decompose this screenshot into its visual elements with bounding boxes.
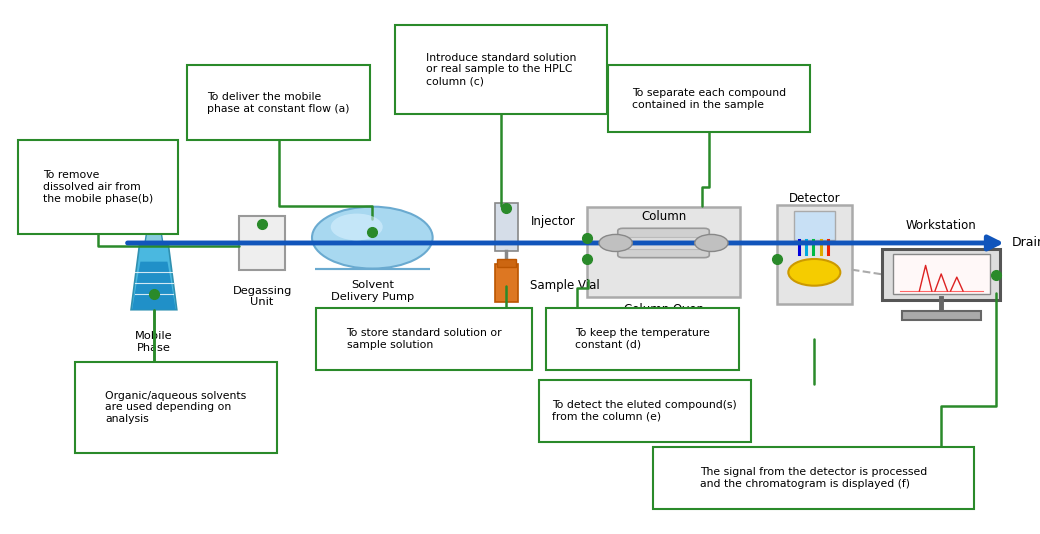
Polygon shape bbox=[145, 232, 163, 246]
Text: Detector: Detector bbox=[788, 192, 840, 205]
Text: Solvent
Delivery Pump: Solvent Delivery Pump bbox=[331, 280, 414, 302]
Text: Degassing
Unit: Degassing Unit bbox=[232, 286, 292, 307]
FancyBboxPatch shape bbox=[608, 65, 810, 132]
Circle shape bbox=[788, 259, 840, 286]
Circle shape bbox=[331, 214, 383, 240]
Text: Column: Column bbox=[641, 210, 686, 223]
FancyBboxPatch shape bbox=[892, 254, 990, 294]
Circle shape bbox=[599, 234, 632, 252]
Text: The signal from the detector is processed
and the chromatogram is displayed (f): The signal from the detector is processe… bbox=[700, 467, 928, 489]
Text: Column Oven: Column Oven bbox=[624, 303, 703, 316]
FancyBboxPatch shape bbox=[495, 203, 518, 251]
Text: To deliver the mobile
phase at constant flow (a): To deliver the mobile phase at constant … bbox=[207, 92, 350, 114]
FancyBboxPatch shape bbox=[495, 264, 518, 302]
Text: To remove
dissolved air from
the mobile phase(b): To remove dissolved air from the mobile … bbox=[43, 170, 153, 203]
Text: To detect the eluted compound(s)
from the column (e): To detect the eluted compound(s) from th… bbox=[552, 400, 737, 422]
Polygon shape bbox=[131, 246, 177, 310]
FancyBboxPatch shape bbox=[546, 308, 739, 370]
FancyBboxPatch shape bbox=[187, 65, 370, 140]
Polygon shape bbox=[142, 225, 165, 232]
FancyBboxPatch shape bbox=[653, 447, 974, 509]
FancyBboxPatch shape bbox=[587, 207, 740, 297]
FancyBboxPatch shape bbox=[18, 140, 178, 234]
FancyBboxPatch shape bbox=[75, 362, 277, 453]
Text: To separate each compound
contained in the sample: To separate each compound contained in t… bbox=[632, 88, 786, 109]
Text: Drain: Drain bbox=[1012, 237, 1040, 249]
Text: Workstation: Workstation bbox=[906, 219, 977, 232]
FancyBboxPatch shape bbox=[539, 380, 751, 442]
FancyBboxPatch shape bbox=[883, 249, 1000, 300]
Polygon shape bbox=[132, 262, 176, 310]
FancyBboxPatch shape bbox=[628, 237, 699, 249]
Text: To store standard solution or
sample solution: To store standard solution or sample sol… bbox=[346, 328, 502, 350]
Text: To keep the temperature
constant (d): To keep the temperature constant (d) bbox=[575, 328, 710, 350]
FancyBboxPatch shape bbox=[395, 25, 607, 114]
FancyBboxPatch shape bbox=[777, 206, 852, 304]
FancyBboxPatch shape bbox=[902, 311, 981, 320]
FancyBboxPatch shape bbox=[618, 228, 709, 257]
Text: Organic/aqueous solvents
are used depending on
analysis: Organic/aqueous solvents are used depend… bbox=[105, 390, 246, 424]
Text: Mobile
Phase: Mobile Phase bbox=[135, 331, 173, 352]
FancyBboxPatch shape bbox=[316, 308, 532, 370]
FancyBboxPatch shape bbox=[794, 211, 835, 240]
Text: Injector: Injector bbox=[530, 215, 575, 228]
FancyBboxPatch shape bbox=[497, 259, 516, 267]
Circle shape bbox=[312, 207, 433, 269]
FancyBboxPatch shape bbox=[239, 216, 285, 270]
Text: Introduce standard solution
or real sample to the HPLC
column (c): Introduce standard solution or real samp… bbox=[426, 53, 576, 86]
Circle shape bbox=[695, 234, 728, 252]
Text: Sample Vial: Sample Vial bbox=[530, 279, 600, 292]
